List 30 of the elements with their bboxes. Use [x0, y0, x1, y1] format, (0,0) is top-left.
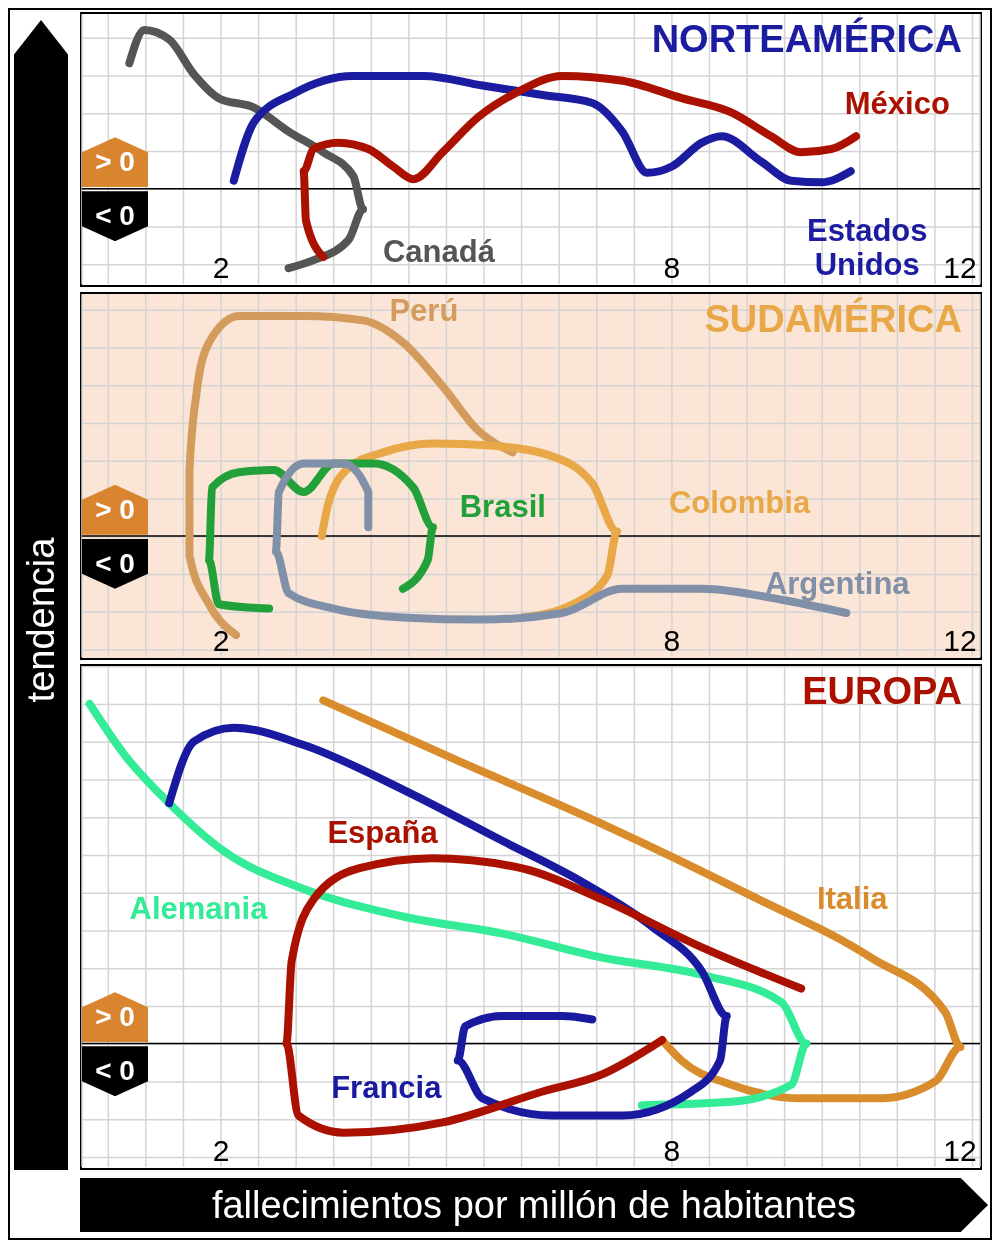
- series-label: Alemania: [128, 891, 269, 927]
- x-tick-label: 2: [212, 1134, 230, 1167]
- series-label: España: [326, 815, 439, 851]
- x-tick-label: 12: [943, 251, 977, 284]
- series-label: Francia: [330, 1069, 443, 1105]
- series-label: Canadá: [381, 234, 496, 270]
- chart-title: NORTEAMÉRICA: [651, 18, 962, 61]
- x-tick-label: 8: [663, 1134, 681, 1167]
- x-tick-label: 12: [943, 624, 977, 657]
- positive-badge: > 0: [82, 484, 148, 535]
- series-label: México: [843, 85, 951, 121]
- chart-title: SUDAMÉRICA: [704, 298, 962, 341]
- x-tick-label: 8: [663, 251, 681, 284]
- negative-badge: < 0: [82, 1046, 148, 1097]
- x-tick-label: 12: [943, 1134, 977, 1167]
- x-tick-label: 8: [663, 624, 681, 657]
- series-label: Estados Unidos: [805, 213, 929, 283]
- x-tick-label: 2: [212, 251, 230, 284]
- negative-badge: < 0: [82, 538, 148, 589]
- series-label: Argentina: [763, 566, 911, 602]
- series-label: Italia: [815, 880, 889, 916]
- positive-badge: > 0: [82, 992, 148, 1043]
- series-label: Colombia: [667, 484, 812, 520]
- series-label: Brasil: [458, 488, 547, 524]
- x-tick-label: 2: [212, 624, 230, 657]
- positive-badge: > 0: [82, 137, 148, 188]
- negative-badge: < 0: [82, 191, 148, 242]
- chart-title: EUROPA: [802, 670, 962, 713]
- series-label: Perú: [388, 292, 460, 328]
- y-axis-title: tendencia: [19, 537, 63, 703]
